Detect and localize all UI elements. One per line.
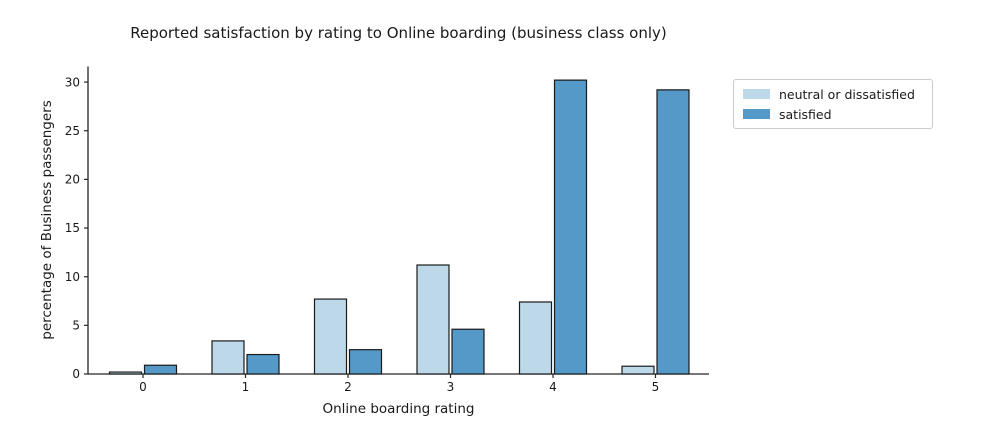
legend-swatch-neutral	[743, 89, 770, 99]
legend-swatch-satisfied	[743, 109, 770, 119]
bar-satisfied-1	[246, 353, 280, 375]
y-tick-label-20: 20	[65, 173, 80, 187]
bar-neutral-4	[518, 301, 553, 375]
y-tick-label-10: 10	[65, 270, 80, 284]
x-axis-label: Online boarding rating	[322, 401, 475, 417]
bar-neutral-5	[621, 365, 655, 375]
y-tick-label-15: 15	[65, 221, 80, 235]
x-tick-label-2: 2	[344, 380, 352, 394]
y-tick-label-5: 5	[72, 319, 80, 333]
x-tick-label-0: 0	[139, 380, 147, 394]
bar-satisfied-3	[451, 328, 485, 375]
legend-entry-satisfied: satisfied	[743, 106, 923, 122]
y-tick-label-0: 0	[72, 367, 80, 381]
bar-neutral-0	[108, 371, 143, 375]
bar-neutral-1	[211, 340, 245, 375]
bar-satisfied-5	[656, 89, 690, 375]
x-tick-label-5: 5	[652, 380, 660, 394]
y-tick-label-25: 25	[65, 124, 80, 138]
legend-label-satisfied: satisfied	[779, 106, 832, 122]
legend-entry-neutral: neutral or dissatisfied	[743, 86, 923, 102]
legend-label-neutral: neutral or dissatisfied	[779, 86, 915, 102]
chart-title: Reported satisfaction by rating to Onlin…	[130, 24, 667, 42]
legend: neutral or dissatisfied satisfied	[733, 79, 933, 129]
bar-satisfied-4	[553, 79, 588, 375]
x-tick-label-4: 4	[549, 380, 557, 394]
x-tick-label-1: 1	[242, 380, 250, 394]
bar-satisfied-2	[348, 349, 383, 375]
bar-neutral-2	[313, 298, 348, 375]
y-tick-label-30: 30	[65, 75, 80, 89]
x-tick-label-3: 3	[447, 380, 455, 394]
bar-satisfied-0	[143, 364, 178, 375]
bar-neutral-3	[416, 264, 450, 375]
